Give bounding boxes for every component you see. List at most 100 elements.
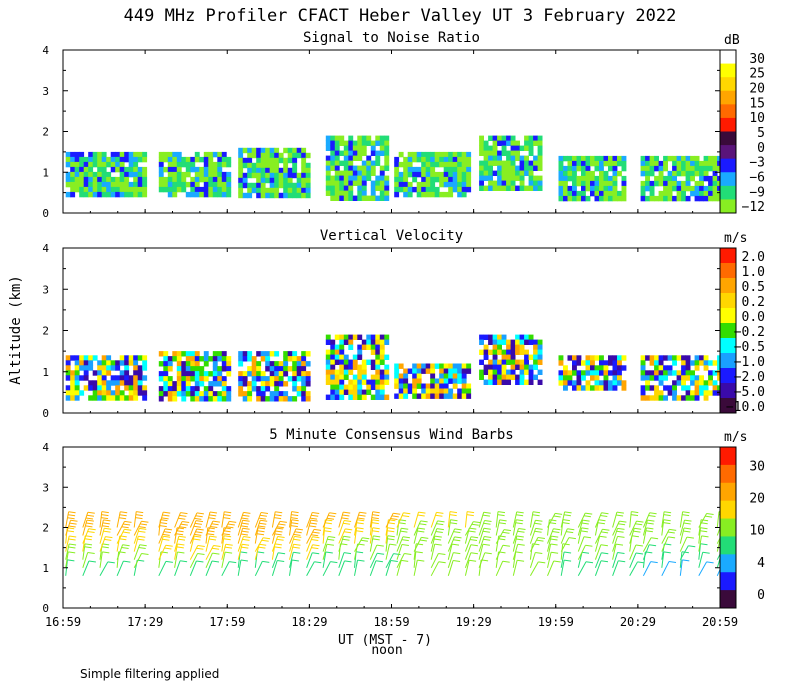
heatmap-cell	[110, 360, 116, 366]
heatmap-cell	[488, 369, 493, 375]
barb-flag	[342, 514, 350, 517]
wind-barb	[430, 528, 444, 544]
heatmap-cell	[176, 381, 182, 387]
wind-barb	[478, 520, 492, 536]
heatmap-cell	[488, 160, 493, 166]
heatmap-cell	[416, 378, 422, 384]
heatmap-cell	[443, 383, 449, 389]
barb-staff	[464, 552, 472, 568]
heatmap-cell	[265, 152, 271, 159]
heatmap-cell	[457, 166, 463, 173]
heatmap-cell	[352, 359, 358, 365]
barb-flag	[208, 517, 216, 520]
wind-barb	[396, 519, 407, 536]
barb-flag	[240, 533, 248, 536]
heatmap-cell	[190, 396, 196, 402]
heatmap-cell	[685, 370, 691, 376]
heatmap-cell	[265, 162, 271, 169]
heatmap-cell	[537, 359, 543, 365]
heatmap-cell	[199, 171, 205, 178]
heatmap-cell	[274, 172, 280, 179]
heatmap-cell	[394, 181, 400, 188]
heatmap-cell	[119, 186, 125, 193]
heatmap-cell	[256, 361, 262, 367]
data-block	[394, 363, 472, 399]
heatmap-cell	[434, 156, 440, 163]
barb-flag	[101, 517, 109, 520]
heatmap-cell	[137, 355, 143, 361]
barb-flag	[161, 517, 169, 520]
heatmap-cell	[515, 145, 520, 151]
heatmap-cell	[203, 161, 209, 168]
heatmap-cell	[567, 175, 573, 182]
heatmap-cell	[334, 175, 340, 181]
heatmap-cell	[519, 359, 525, 365]
barb-staff	[495, 560, 504, 577]
heatmap-cell	[439, 171, 445, 178]
data-block	[558, 355, 627, 391]
heatmap-cell	[269, 391, 275, 397]
barb-flag	[602, 528, 610, 531]
heatmap-cell	[479, 165, 484, 171]
wind-barb	[594, 512, 609, 528]
wind-barb	[679, 559, 690, 576]
heatmap-cell	[434, 388, 440, 394]
plot-area	[65, 511, 720, 577]
heatmap-cell	[434, 393, 440, 399]
barb-flag	[377, 552, 385, 555]
heatmap-cell	[434, 383, 440, 389]
heatmap-cell	[330, 364, 336, 370]
heatmap-cell	[296, 371, 302, 377]
colorbar-unit: dB	[724, 33, 740, 48]
heatmap-cell	[384, 150, 390, 156]
barb-staff	[396, 512, 404, 528]
barb-staff	[306, 544, 313, 560]
barb-flag	[393, 512, 401, 515]
colorbar-label: 20	[749, 492, 765, 507]
barb-flag	[372, 538, 380, 541]
wind-barb	[679, 519, 692, 536]
barb-flag	[564, 551, 572, 554]
heatmap-cell	[492, 155, 498, 161]
wind-barb	[430, 535, 442, 552]
heatmap-cell	[226, 191, 232, 198]
heatmap-cell	[185, 181, 191, 188]
heatmap-cell	[334, 349, 340, 355]
barb-flag	[436, 511, 444, 514]
data-block	[158, 151, 232, 198]
heatmap-cell	[212, 151, 218, 158]
heatmap-cell	[256, 167, 262, 174]
barb-flag	[68, 551, 76, 554]
heatmap-cell	[681, 375, 686, 381]
barb-flag	[636, 520, 644, 523]
barb-flag	[538, 561, 546, 564]
heatmap-cell	[274, 177, 280, 184]
heatmap-cell	[699, 190, 704, 197]
barb-flag	[226, 526, 234, 529]
barb-staff	[289, 544, 294, 560]
heatmap-cell	[101, 181, 107, 188]
heatmap-cell	[581, 155, 586, 162]
barb-staff	[547, 560, 555, 576]
heatmap-cell	[667, 355, 673, 361]
heatmap-cell	[65, 191, 71, 198]
wind-barb	[529, 519, 543, 536]
heatmap-cell	[466, 383, 472, 389]
colorbar-swatch	[720, 263, 736, 279]
heatmap-cell	[278, 182, 284, 189]
barb-flag	[502, 560, 510, 563]
heatmap-cell	[330, 150, 336, 156]
heatmap-cell	[434, 378, 440, 384]
barb-flag	[101, 546, 109, 549]
heatmap-cell	[190, 376, 196, 382]
heatmap-cell	[590, 190, 595, 197]
heatmap-cell	[79, 151, 85, 158]
heatmap-cell	[379, 379, 385, 385]
barb-flag	[328, 536, 336, 538]
heatmap-cell	[452, 368, 458, 374]
heatmap-cell	[185, 391, 191, 397]
heatmap-cell	[375, 140, 381, 146]
heatmap-cell	[430, 181, 436, 188]
heatmap-cell	[238, 376, 244, 382]
barb-flag	[227, 523, 235, 526]
